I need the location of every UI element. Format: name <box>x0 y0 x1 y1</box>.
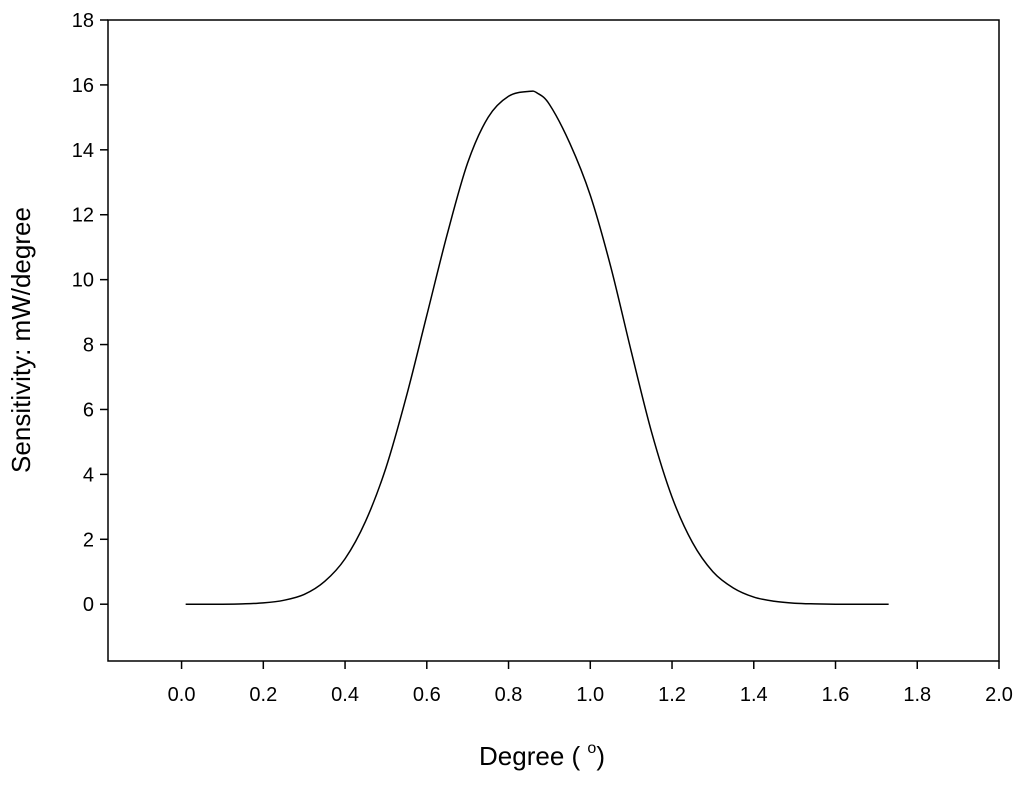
x-axis: 0.0 0.2 0.4 0.6 0.8 1.0 1.2 1.4 1.6 1.8 2.0 <box>168 661 1013 706</box>
x-tick-label: 1.0 <box>576 684 604 706</box>
y-tick-label: 4 <box>83 464 94 486</box>
x-tick-label: 0.8 <box>495 684 523 706</box>
x-tick-label: 0.0 <box>168 684 196 706</box>
y-tick-label: 12 <box>72 205 94 227</box>
x-axis-title-superscript: o <box>587 740 596 757</box>
y-tick-label: 6 <box>83 399 94 421</box>
y-tick-label: 10 <box>72 270 94 292</box>
y-axis-title: Sensitivity: mW/degree <box>6 207 36 473</box>
y-tick-label: 14 <box>72 140 94 162</box>
x-axis-title-text: Degree ( <box>479 741 587 771</box>
y-tick-label: 16 <box>72 75 94 97</box>
x-tick-label: 1.6 <box>822 684 850 706</box>
y-tick-label: 8 <box>83 335 94 357</box>
y-axis: 0 2 4 6 8 10 12 14 16 18 <box>72 10 108 616</box>
x-tick-label: 0.6 <box>413 684 441 706</box>
sensitivity-curve <box>185 90 889 605</box>
x-tick-label: 0.4 <box>331 684 359 706</box>
x-axis-title: Degree ( o) <box>479 740 605 771</box>
x-tick-label: 2.0 <box>985 684 1013 706</box>
plot-area-frame <box>107 19 1000 662</box>
x-axis-title-suffix: ) <box>596 741 605 771</box>
x-tick-label: 1.8 <box>903 684 931 706</box>
x-tick-label: 1.2 <box>658 684 686 706</box>
y-tick-label: 0 <box>83 594 94 616</box>
x-tick-label: 1.4 <box>740 684 768 706</box>
y-tick-label: 18 <box>72 10 94 32</box>
x-tick-label: 0.2 <box>249 684 277 706</box>
y-tick-label: 2 <box>83 529 94 551</box>
